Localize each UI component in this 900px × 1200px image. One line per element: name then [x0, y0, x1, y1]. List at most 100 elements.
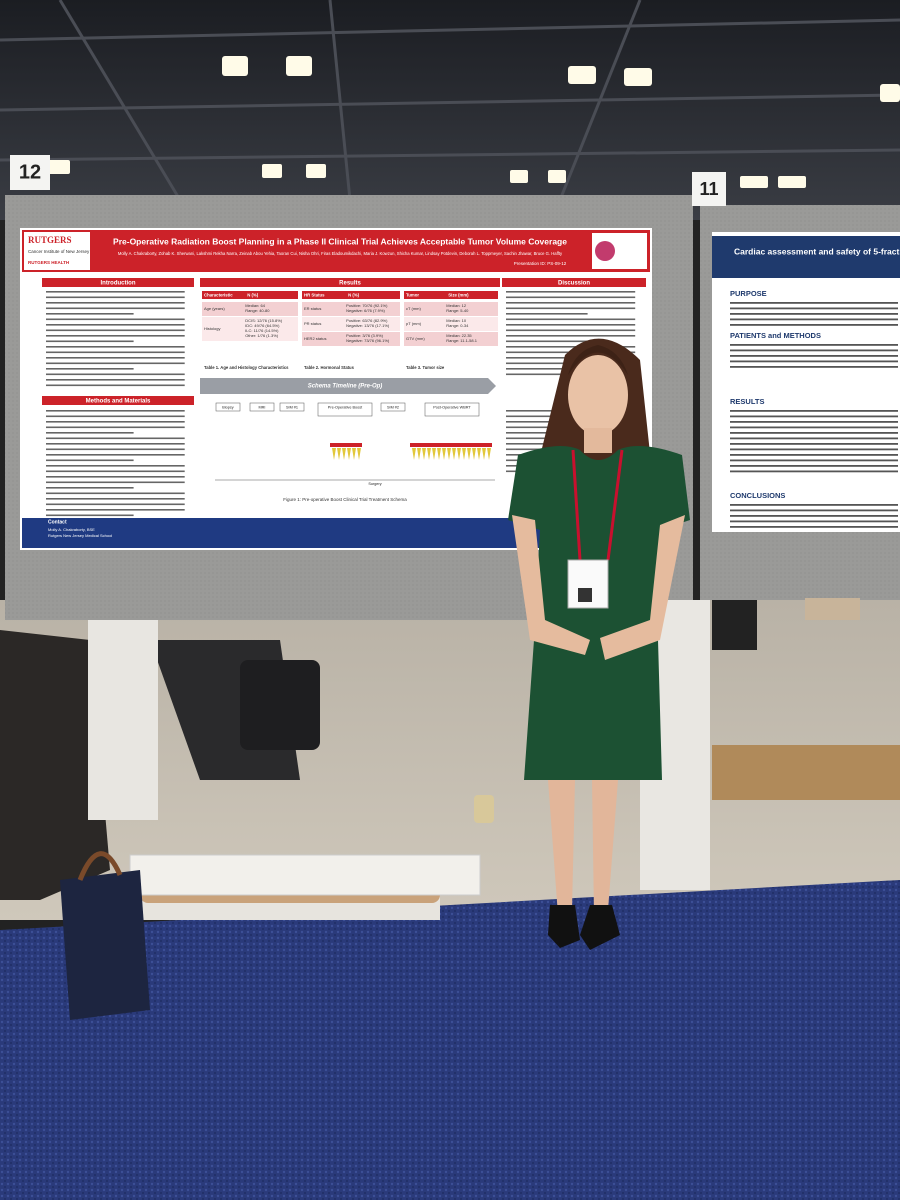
table-cell: Median: 10 — [446, 318, 467, 323]
text-line — [506, 307, 636, 310]
fraction-icon — [437, 448, 441, 460]
table-cell: Positive: 70/76 (92.1%) — [346, 303, 388, 308]
text-line — [506, 324, 636, 326]
schema-step: Surgery — [368, 482, 381, 486]
fraction-icon — [457, 448, 461, 460]
candy-jar — [474, 795, 494, 823]
text-line — [46, 307, 185, 310]
right-sections: PURPOSE PATIENTS and METHODS RESULTS CONCLU… — [730, 289, 898, 528]
logo: RUTGERS HEALTH — [28, 260, 69, 265]
text-line — [46, 426, 185, 429]
table-header-text: N (%) — [247, 292, 259, 297]
text-line — [730, 515, 898, 517]
text-line — [730, 344, 898, 346]
text-line — [46, 421, 185, 423]
table-cell: HER2 status — [304, 336, 326, 341]
number-sign — [10, 155, 50, 190]
handbag — [60, 870, 150, 1020]
table-header-text: HR Status — [304, 292, 325, 297]
poster-header — [22, 230, 650, 272]
table-header — [404, 291, 498, 299]
text-line — [730, 459, 898, 462]
schema-step: SIM #2 — [387, 406, 399, 410]
number-sign — [692, 172, 726, 206]
fraction-icon — [462, 448, 466, 460]
text-line — [46, 410, 185, 412]
right-title: Cardiac assessment and safety of 5-fract… — [734, 246, 900, 256]
board-number: 11 — [699, 179, 718, 199]
text-line — [730, 437, 898, 440]
fraction-icon — [472, 448, 476, 460]
visitor — [805, 598, 860, 620]
table-cell: Negative: 73/76 (96.1%) — [346, 338, 390, 343]
text-line — [730, 324, 898, 326]
table-row — [302, 302, 400, 316]
table-header-text: Tumor — [406, 292, 419, 297]
section-header — [200, 278, 500, 287]
lanyard — [571, 449, 624, 561]
right-title-bar — [712, 236, 900, 278]
conference-logo — [595, 241, 615, 261]
section-title: PATIENTS and METHODS — [730, 331, 821, 340]
text-line — [46, 509, 185, 511]
fraction-icon — [412, 448, 416, 460]
text-line — [730, 504, 898, 506]
table-cell: Histology — [204, 326, 220, 331]
table-row — [202, 302, 298, 316]
text-line — [730, 349, 898, 352]
text-line — [730, 366, 898, 368]
section-header — [42, 396, 194, 405]
logo-box — [24, 232, 90, 270]
bag-handle — [77, 851, 123, 881]
text-line — [46, 470, 185, 473]
table-cell: Range: 40-80 — [245, 308, 270, 313]
table-cell: ER status — [304, 306, 321, 311]
table-row — [302, 317, 400, 331]
schema-step: Biopsy — [222, 406, 233, 410]
text-line — [46, 443, 185, 445]
visitor — [712, 600, 757, 650]
section-title: Results — [339, 280, 361, 286]
text-line — [46, 415, 185, 418]
table-caption: Table 1. Age and Histology Characteristi… — [204, 365, 289, 370]
text-line — [506, 335, 636, 337]
text-line — [46, 454, 185, 456]
text-line — [730, 302, 898, 304]
text-line — [46, 432, 134, 434]
text-line — [46, 498, 185, 500]
fraction-icon — [422, 448, 426, 460]
fraction-bar — [410, 443, 492, 447]
text-line — [46, 302, 185, 304]
text-line — [730, 318, 898, 321]
schema-step: SIM #1 — [286, 406, 298, 410]
text-line — [46, 318, 185, 321]
fraction-icon — [332, 448, 336, 460]
table-header — [302, 291, 400, 299]
table-cell: Range: 5-40 — [446, 308, 469, 313]
hair — [568, 345, 628, 375]
table-row — [404, 302, 498, 316]
text-line — [46, 503, 185, 506]
section-title: Discussion — [558, 280, 590, 286]
text-line — [730, 526, 898, 528]
table-row — [202, 317, 298, 341]
text-line — [506, 313, 588, 315]
text-line — [46, 514, 134, 517]
text-line — [46, 384, 185, 387]
fraction-icon — [417, 448, 421, 460]
table-cell: Range: 0-34 — [446, 323, 469, 328]
text-line — [46, 448, 185, 451]
fraction-icon — [352, 448, 356, 460]
table-header-text: N (%) — [348, 292, 360, 297]
text-line — [46, 368, 134, 370]
text-line — [46, 296, 185, 299]
dress — [508, 446, 690, 780]
text-line — [730, 360, 898, 363]
text-line — [46, 340, 134, 343]
text-line — [730, 448, 898, 451]
section-title: Methods and Materials — [86, 398, 151, 404]
fraction-icon — [452, 448, 456, 460]
section-header — [42, 278, 194, 287]
